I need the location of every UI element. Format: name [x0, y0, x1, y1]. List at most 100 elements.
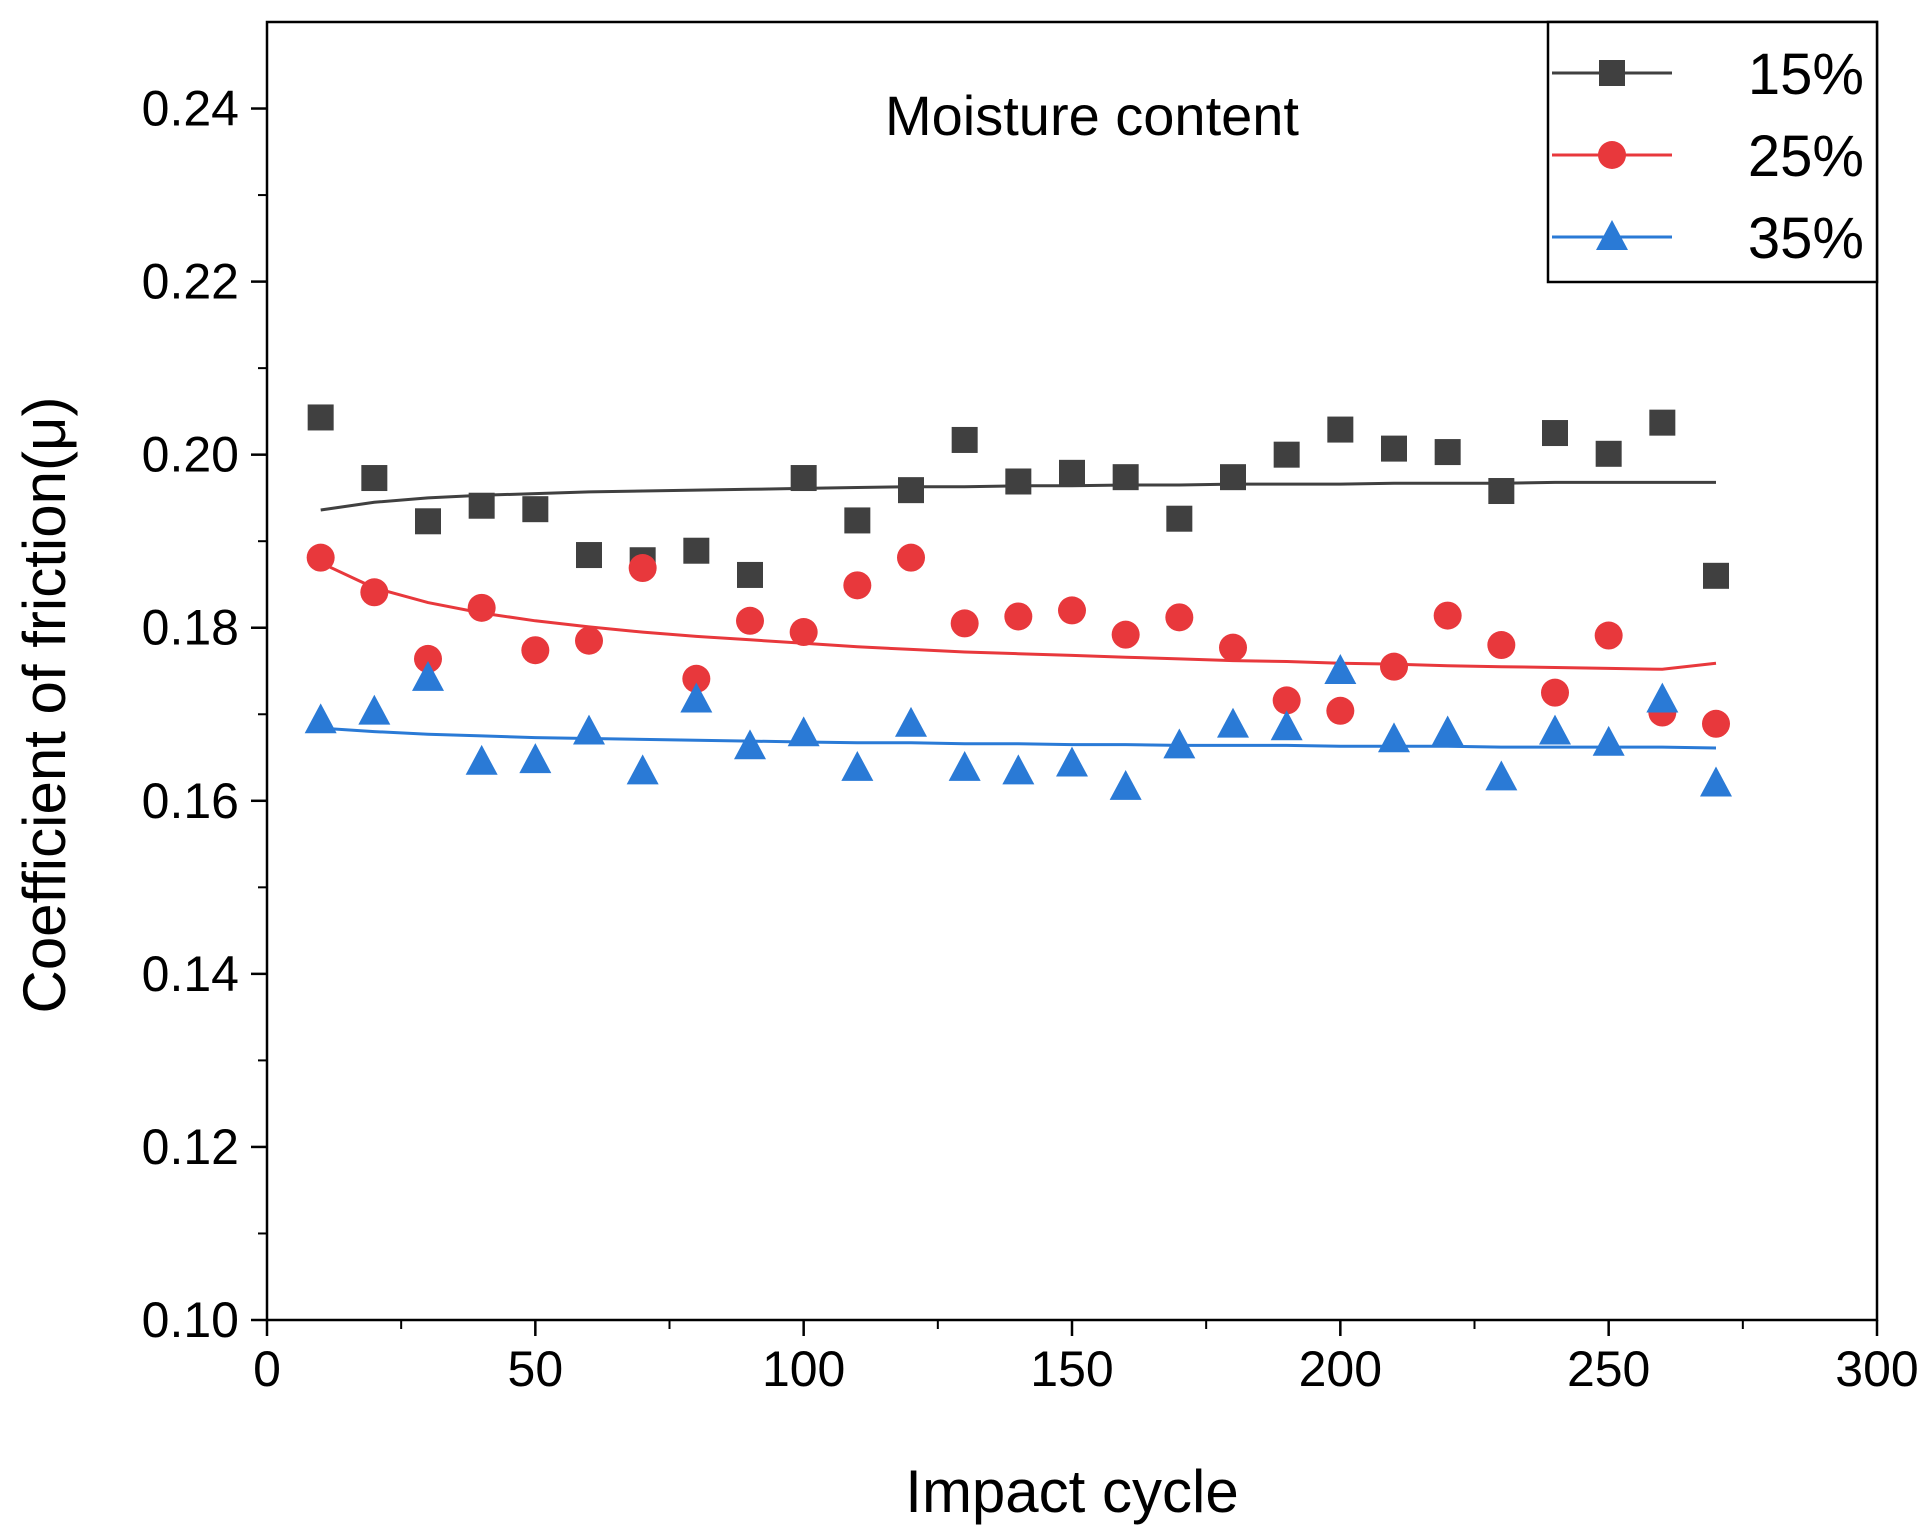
data-point-15pct — [1434, 439, 1461, 466]
data-point-35pct — [1431, 715, 1464, 746]
data-point-15pct — [576, 542, 602, 569]
data-point-25pct — [1594, 621, 1623, 650]
data-point-15pct — [1005, 468, 1032, 495]
data-point-15pct — [1381, 435, 1407, 462]
data-point-35pct — [1270, 710, 1303, 741]
data-point-35pct — [358, 694, 391, 725]
data-point-35pct — [1324, 654, 1357, 684]
data-point-15pct — [1703, 562, 1729, 589]
data-point-15pct — [522, 496, 549, 523]
data-point-35pct — [1056, 746, 1088, 777]
y-tick-label: 0.16 — [142, 773, 239, 829]
data-point-25pct — [1219, 633, 1247, 662]
data-point-15pct — [737, 561, 763, 588]
data-point-15pct — [1542, 420, 1568, 447]
fit-line-35pct — [320, 726, 1717, 750]
data-point-15pct — [1327, 416, 1354, 443]
data-point-35pct — [1700, 766, 1732, 797]
data-point-25pct — [1702, 709, 1730, 738]
data-point-35pct — [1378, 722, 1410, 753]
data-point-15pct — [898, 477, 924, 504]
data-point-35pct — [1163, 728, 1196, 759]
y-tick-label: 0.20 — [142, 427, 239, 483]
data-point-15pct — [1595, 440, 1622, 467]
x-tick-label: 50 — [508, 1341, 564, 1397]
data-point-25pct — [1433, 601, 1462, 630]
data-point-25pct — [843, 571, 872, 600]
data-point-25pct — [575, 626, 603, 655]
x-tick-label: 200 — [1299, 1341, 1382, 1397]
legend: 15% 25% 35% — [1546, 20, 1879, 284]
data-point-25pct — [1272, 686, 1301, 715]
x-tick-label: 100 — [762, 1341, 845, 1397]
y-axis-title: Coefficient of friction(μ) — [11, 396, 78, 1013]
data-point-15pct — [1059, 459, 1085, 486]
data-point-15pct — [844, 507, 871, 534]
data-point-25pct — [682, 664, 711, 693]
legend-label-35pct: 35% — [1748, 206, 1864, 271]
data-point-35pct — [680, 682, 713, 713]
data-point-15pct — [1112, 464, 1139, 491]
data-point-25pct — [306, 543, 335, 572]
data-point-35pct — [1592, 725, 1625, 756]
data-point-35pct — [626, 754, 659, 785]
legend-marker-15pct — [1599, 60, 1625, 86]
data-point-25pct — [736, 606, 764, 635]
data-point-25pct — [628, 554, 657, 583]
data-point-35pct — [412, 660, 444, 691]
legend-marker-25pct — [1598, 141, 1626, 169]
legend-label-25pct: 25% — [1748, 124, 1864, 189]
data-point-25pct — [950, 609, 979, 638]
data-point-25pct — [414, 644, 442, 673]
x-tick-label: 300 — [1835, 1341, 1918, 1397]
data-point-15pct — [307, 404, 334, 431]
data-point-25pct — [1541, 678, 1569, 707]
y-tick-label: 0.18 — [142, 600, 239, 656]
data-point-35pct — [948, 750, 981, 781]
legend-label-15pct: 15% — [1748, 42, 1864, 107]
data-point-25pct — [467, 593, 496, 622]
legend-marker-35pct — [1596, 220, 1628, 250]
y-tick-label: 0.10 — [142, 1292, 239, 1348]
data-point-25pct — [1326, 696, 1355, 725]
data-point-35pct — [895, 706, 927, 737]
data-point-25pct — [1380, 652, 1408, 681]
data-point-25pct — [897, 543, 925, 572]
data-point-35pct — [1485, 760, 1518, 791]
data-point-25pct — [1004, 602, 1033, 631]
data-point-35pct — [519, 743, 552, 774]
y-tick-label: 0.22 — [142, 254, 239, 310]
data-point-15pct — [1488, 478, 1515, 505]
x-tick-label: 250 — [1567, 1341, 1650, 1397]
data-point-35pct — [465, 744, 498, 775]
data-point-15pct — [1220, 464, 1246, 491]
data-point-35pct — [573, 714, 605, 745]
fit-line-25pct — [320, 561, 1717, 671]
data-point-35pct — [1109, 770, 1142, 800]
data-point-35pct — [304, 703, 337, 734]
chart-annotation: Moisture content — [885, 84, 1299, 147]
data-point-15pct — [415, 508, 441, 535]
data-point-25pct — [521, 636, 550, 665]
data-point-15pct — [361, 465, 388, 492]
x-axis-ticks: 0 50 100 150 200 250 300 — [253, 1320, 1919, 1397]
data-point-35pct — [1002, 754, 1035, 785]
y-tick-label: 0.24 — [142, 81, 239, 137]
data-point-25pct — [360, 578, 389, 607]
data-point-25pct — [1111, 620, 1140, 649]
data-point-35pct — [1539, 714, 1571, 745]
data-point-35pct — [1646, 682, 1679, 713]
x-tick-label: 0 — [253, 1341, 281, 1397]
data-point-15pct — [951, 426, 978, 453]
y-tick-label: 0.12 — [142, 1119, 239, 1175]
plot-area — [304, 404, 1732, 800]
data-point-35pct — [787, 716, 820, 747]
data-point-15pct — [1273, 441, 1300, 468]
data-point-15pct — [468, 492, 495, 519]
data-point-35pct — [841, 750, 874, 781]
data-point-25pct — [1487, 631, 1516, 660]
x-tick-label: 150 — [1030, 1341, 1113, 1397]
data-point-15pct — [1166, 505, 1193, 532]
data-point-25pct — [1165, 603, 1194, 632]
